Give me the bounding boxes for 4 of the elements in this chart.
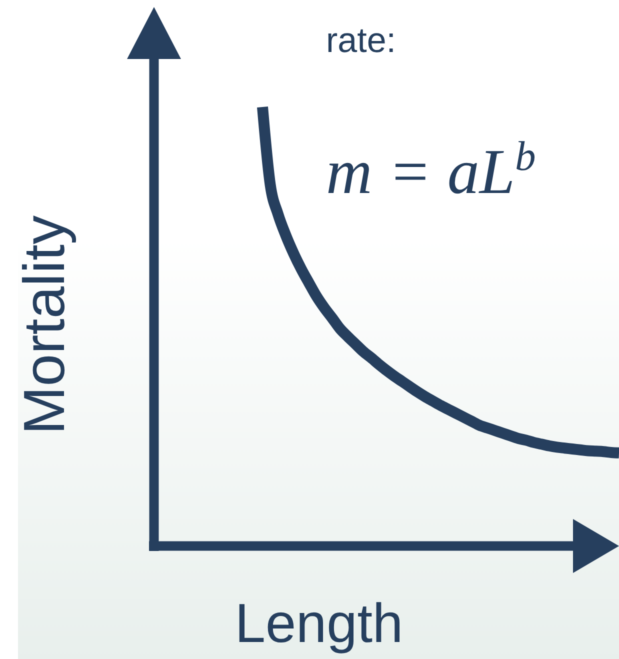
y-axis-title: Mortality <box>12 215 77 435</box>
x-axis-title: Length <box>234 592 404 654</box>
text: rate: <box>326 21 396 60</box>
annotation: m = aL$^{b}$ <box>326 133 536 207</box>
